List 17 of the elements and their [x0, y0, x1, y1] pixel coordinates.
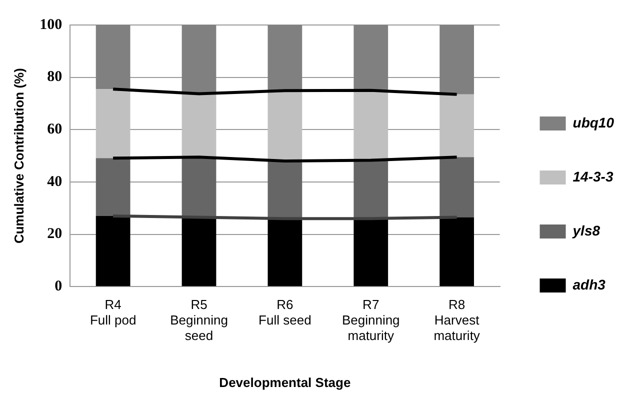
y-tick-label: 20: [47, 226, 62, 242]
legend-label: adh3: [572, 276, 606, 292]
y-tick-label: 40: [47, 174, 62, 190]
y-tick-label: 0: [54, 278, 62, 294]
legend-label: yls8: [572, 222, 600, 238]
x-tick-label: R4 Full pod: [90, 296, 136, 328]
x-tick-label: R6 Full seed: [258, 296, 312, 328]
y-tick-label: 80: [47, 69, 62, 86]
x-tick-label: R5 Beginning seed: [170, 296, 228, 344]
y-axis-title: Cumulative Contribution (%): [11, 68, 26, 244]
x-tick-label: R8 Harvest maturity: [434, 296, 480, 344]
legend-label: 14-3-3: [572, 168, 614, 184]
y-tick-label: 60: [47, 122, 62, 138]
x-axis-title: Developmental Stage: [219, 374, 351, 390]
y-tick-label: 100: [40, 16, 62, 33]
legend-label: ubq10: [572, 114, 614, 130]
x-tick-label: R7 Beginning maturity: [342, 296, 400, 344]
